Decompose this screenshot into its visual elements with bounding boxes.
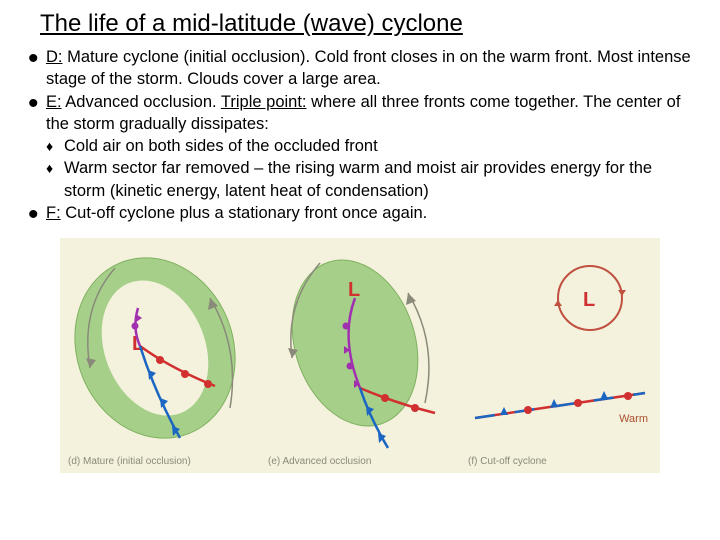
sub1-text: Cold air on both sides of the occluded f… <box>64 135 378 157</box>
caption-e: (e) Advanced occlusion <box>268 456 371 467</box>
bullet-marker: • <box>28 202 46 222</box>
bullet-e: • E: Advanced occlusion. Triple point: w… <box>28 91 692 136</box>
bullet-d: • D: Mature cyclone (initial occlusion).… <box>28 46 692 91</box>
diagram-f: L <box>460 238 660 473</box>
bullet-f: • F: Cut-off cyclone plus a stationary f… <box>28 202 692 224</box>
page-title: The life of a mid-latitude (wave) cyclon… <box>28 10 692 38</box>
text-d: Mature cyclone (initial occlusion). Cold… <box>46 48 691 88</box>
bullet-f-text: F: Cut-off cyclone plus a stationary fro… <box>46 202 692 224</box>
content-body: • D: Mature cyclone (initial occlusion).… <box>28 46 692 224</box>
label-d: D: <box>46 48 63 66</box>
figure-row: L (d) Mature (initial occlusion) <box>28 238 692 473</box>
sub-bullet-1: ♦ Cold air on both sides of the occluded… <box>28 135 692 157</box>
text-e1: Advanced occlusion. <box>62 93 221 111</box>
diagram-e: L <box>260 238 460 473</box>
panel-d: L (d) Mature (initial occlusion) <box>60 238 260 473</box>
label-e: E: <box>46 93 62 111</box>
bullet-d-text: D: Mature cyclone (initial occlusion). C… <box>46 46 692 91</box>
sub-bullet-2: ♦ Warm sector far removed – the rising w… <box>28 157 692 202</box>
diamond-marker: ♦ <box>46 135 64 156</box>
bullet-e-text: E: Advanced occlusion. Triple point: whe… <box>46 91 692 136</box>
text-f: Cut-off cyclone plus a stationary front … <box>61 204 428 222</box>
diamond-marker: ♦ <box>46 157 64 178</box>
caption-d: (d) Mature (initial occlusion) <box>68 456 191 467</box>
panel-f: L Warm (f) Cut-off cyclone <box>460 238 660 473</box>
sub2-text: Warm sector far removed – the rising war… <box>64 157 692 202</box>
caption-f: (f) Cut-off cyclone <box>468 456 547 467</box>
panel-e: L (e) Advanced occlusion <box>260 238 460 473</box>
svg-text:L: L <box>583 289 595 311</box>
warm-label: Warm <box>619 413 648 425</box>
triple-point: Triple point: <box>221 93 307 111</box>
diagram-d: L <box>60 238 260 473</box>
bullet-marker: • <box>28 91 46 111</box>
bullet-marker: • <box>28 46 46 66</box>
label-f: F: <box>46 204 61 222</box>
